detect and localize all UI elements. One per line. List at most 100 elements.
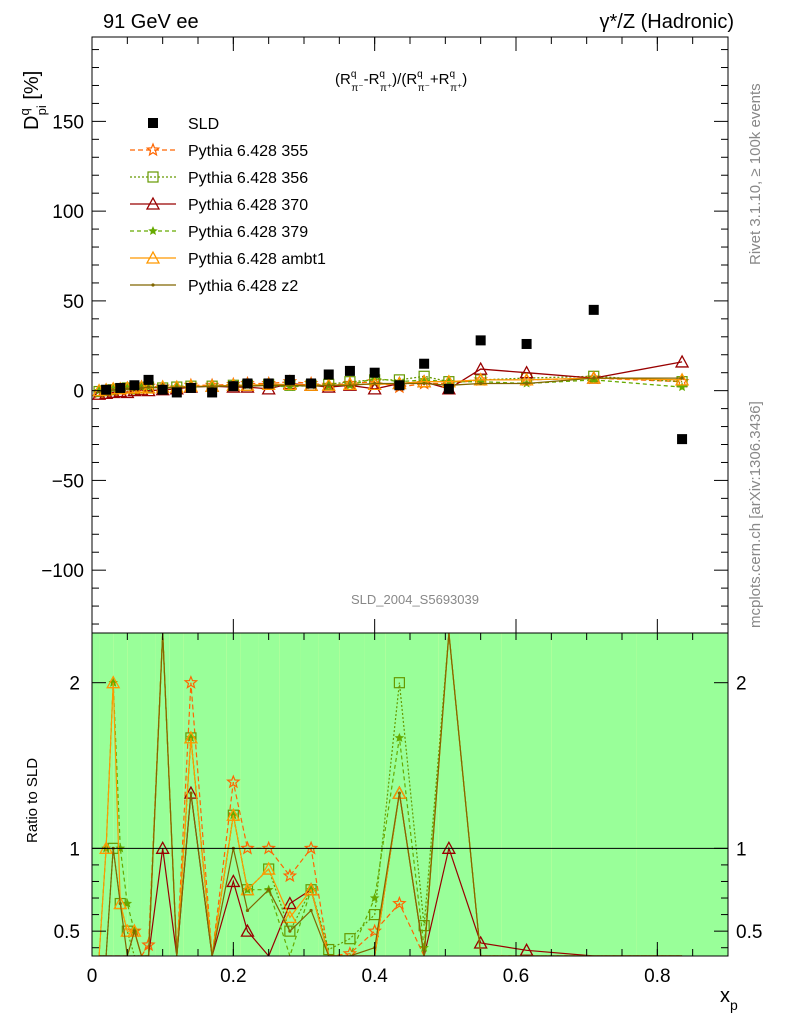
y-axis-label: Dq pi [%] (17, 71, 49, 130)
sld-point-17 (419, 358, 430, 369)
sld-point-3 (143, 374, 154, 385)
band-inner-21 (501, 633, 552, 956)
ratio-tick-label-right-1: 1 (736, 839, 747, 860)
legend-marker-6 (151, 283, 155, 287)
y-tick-label-2: 0 (73, 382, 84, 403)
ratio-0-point-10 (183, 675, 199, 689)
band-inner-18 (410, 633, 439, 956)
ratio-4-point-12 (226, 807, 241, 821)
header-left: 91 GeV ee (103, 11, 199, 33)
legend-marker-2 (147, 171, 159, 183)
ratio-line-2 (99, 793, 683, 956)
ratio-5-point-20 (397, 791, 401, 795)
ratio-2-point-22 (441, 840, 456, 854)
ratio-1-point-15 (284, 925, 296, 937)
series-5-point-7 (146, 385, 151, 389)
band-inner-0 (92, 633, 100, 956)
band-inner-11 (258, 633, 280, 956)
ratio-4-point-10 (183, 730, 199, 744)
watermark: SLD_2004_S5693039 (351, 592, 479, 607)
legend-label-3: Pythia 6.428 370 (188, 197, 308, 214)
ratio-4-point-5 (127, 923, 142, 937)
formula: (Rq π⁻-Rq π⁺)/(Rq π⁻+Rq π⁺) (335, 69, 467, 94)
band-inner-8 (198, 633, 227, 956)
ratio-0-point-15 (282, 868, 298, 883)
x-tick-label-1: 0.2 (220, 966, 246, 987)
band-inner-13 (300, 633, 319, 956)
sld-point-11 (284, 374, 295, 385)
series-2-point-7 (141, 383, 156, 397)
band-inner-9 (226, 633, 241, 956)
series-4-point-21 (417, 374, 432, 388)
ratio-2-point-24 (519, 942, 534, 956)
legend-marker-5 (145, 250, 161, 264)
legend-label-1: Pythia 6.428 355 (188, 143, 308, 160)
x-tick-label-3: 0.6 (503, 966, 529, 987)
legend-label-0: SLD (188, 116, 219, 133)
sld-point-1 (115, 382, 126, 393)
ratio-2-point-12 (226, 874, 241, 888)
series-5-point-23 (479, 381, 483, 386)
sld-point-19 (475, 335, 486, 346)
series-5-point-6 (139, 386, 144, 390)
x-tick-label-0: 0 (87, 966, 98, 987)
ratio-5-point-10 (189, 791, 193, 795)
ratio-0-point-16 (303, 840, 319, 855)
legend-label-4: Pythia 6.428 379 (188, 224, 308, 241)
sld-point-18 (443, 383, 454, 394)
ratio-1-point-20 (393, 677, 405, 689)
ratio-5-point-5 (132, 929, 136, 933)
series-5-point-11 (210, 384, 214, 388)
ratio-uncertainty-bands (92, 633, 728, 956)
band-inner-17 (385, 633, 410, 956)
y-tick-label-1: −50 (52, 471, 84, 492)
sld-point-12 (306, 378, 317, 389)
series-2-point-17 (321, 379, 336, 393)
y-tick-label-0: −100 (41, 561, 84, 582)
ratio-2-point-13 (240, 923, 255, 937)
series-4-point-18 (342, 377, 358, 391)
ratio-4-point-16 (303, 882, 319, 896)
band-inner-3 (127, 633, 142, 956)
side-text-bottom: mcplots.cern.ch [arXiv:1306.3436] (747, 401, 764, 628)
band-inner-12 (279, 633, 301, 956)
side-text-top: Rivet 3.1.10, ≥ 100k events (747, 83, 764, 265)
band-inner-15 (339, 633, 365, 956)
sld-point-15 (369, 367, 380, 378)
ratio-y-axis-label: Ratio to SLD (24, 758, 41, 843)
series-4-point-26 (674, 372, 690, 386)
ratio-4-point-20 (392, 785, 407, 799)
band-inner-19 (438, 633, 460, 956)
ratio-0-point-14 (261, 840, 276, 855)
series-5-point-21 (422, 381, 426, 386)
sld-point-6 (185, 382, 196, 393)
ratio-tick-label-0: 0.5 (54, 922, 80, 943)
ratio-5-point-15 (288, 929, 292, 933)
y-tick-label-3: 50 (63, 292, 84, 313)
legend-label-5: Pythia 6.428 ambt1 (188, 251, 326, 268)
band-inner-6 (169, 633, 184, 956)
series-5-point-19 (373, 381, 377, 386)
series-5-point-26 (680, 376, 684, 380)
ratio-5-point-3 (118, 901, 122, 906)
ratio-4-point-15 (282, 909, 297, 923)
ratio-tick-label-2: 2 (69, 674, 80, 695)
ratio-5-point-16 (309, 908, 313, 913)
series-5-point-4 (125, 387, 129, 391)
ratio-4-point-13 (240, 882, 255, 896)
series-2-point-26 (674, 354, 690, 368)
ratio-2-point-23 (473, 935, 488, 949)
ratio-3-point-20 (394, 732, 405, 742)
sld-point-22 (677, 434, 688, 445)
sld-point-14 (344, 365, 355, 376)
sld-point-2 (129, 380, 140, 391)
ratio-plot-area (92, 633, 728, 956)
band-inner-23 (636, 633, 728, 956)
band-inner-1 (99, 633, 114, 956)
band-inner-20 (459, 633, 502, 956)
sld-point-10 (263, 378, 274, 389)
series-5-point-2 (111, 388, 115, 392)
sld-point-20 (521, 338, 532, 349)
legend-marker-4 (148, 226, 158, 236)
